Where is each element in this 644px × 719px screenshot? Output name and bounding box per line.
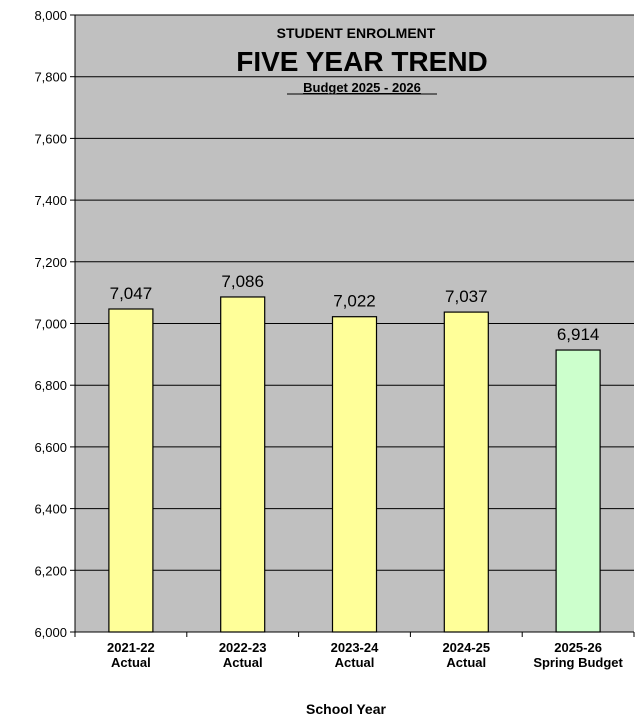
x-tick-label: Actual (446, 655, 486, 670)
x-tick-label: Actual (111, 655, 151, 670)
x-tick-label: Actual (223, 655, 263, 670)
y-tick-label: 6,400 (34, 502, 67, 517)
y-tick-label: 7,200 (34, 255, 67, 270)
y-tick-label: 7,000 (34, 317, 67, 332)
y-tick-label: 6,000 (34, 625, 67, 640)
x-tick-label: 2021-22 (107, 640, 155, 655)
chart-subtitle: Budget 2025 - 2026 (303, 80, 421, 95)
value-label: 7,047 (110, 284, 153, 303)
value-labels: 7,047 7,086 7,022 7,037 6,914 (110, 272, 600, 344)
y-tick-label: 7,600 (34, 131, 67, 146)
bars (108, 296, 601, 633)
y-tick-label: 8,000 (34, 8, 67, 23)
x-tick-label: 2023-24 (331, 640, 379, 655)
x-axis-label: School Year (306, 701, 386, 717)
x-tick-labels: 2021-22Actual2022-23Actual2023-24Actual2… (107, 640, 624, 670)
bar-5 (555, 349, 601, 633)
y-tick-labels: 6,000 6,200 6,400 6,600 6,800 7,000 7,200 7,400… (34, 8, 67, 640)
y-tick-label: 6,800 (34, 378, 67, 393)
y-tick-label: 7,800 (34, 70, 67, 85)
x-tick-label: 2025-26 (554, 640, 602, 655)
value-label: 7,022 (333, 292, 376, 311)
bar-1 (108, 308, 154, 633)
chart-title: STUDENT ENROLMENT (277, 25, 436, 41)
y-tick-label: 6,200 (34, 563, 67, 578)
value-label: 7,037 (445, 287, 488, 306)
chart-title-main: FIVE YEAR TREND (236, 46, 488, 77)
bar-2 (220, 296, 266, 633)
bar-4 (443, 311, 489, 633)
value-label: 6,914 (557, 325, 600, 344)
x-tick-label: Spring Budget (533, 655, 623, 670)
y-tick-label: 7,400 (34, 193, 67, 208)
bar-3 (331, 316, 378, 633)
y-tick-label: 6,600 (34, 440, 67, 455)
x-tick-label: 2022-23 (219, 640, 267, 655)
x-tick-label: 2024-25 (442, 640, 490, 655)
value-label: 7,086 (221, 272, 264, 291)
x-tick-label: Actual (335, 655, 375, 670)
